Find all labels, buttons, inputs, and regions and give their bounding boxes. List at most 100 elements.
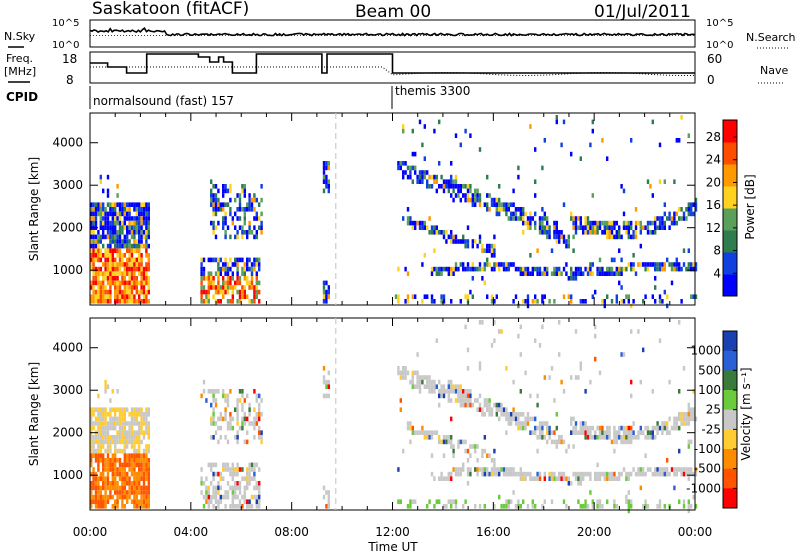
range-gate-cell	[478, 262, 482, 267]
range-gate-cell	[222, 193, 225, 198]
range-gate-cell	[476, 266, 479, 272]
range-gate-cell	[445, 179, 448, 184]
range-gate-cell	[121, 407, 124, 412]
range-gate-cell	[94, 243, 98, 249]
range-gate-cell	[322, 289, 326, 295]
range-gate-cell	[142, 220, 146, 226]
range-gate-cell	[258, 299, 261, 304]
range-gate-cell	[121, 289, 124, 295]
range-gate-cell	[90, 285, 93, 290]
range-gate-cell	[140, 407, 143, 412]
range-gate-cell	[459, 142, 462, 148]
y-tick-label: 2000	[52, 221, 83, 235]
range-gate-cell	[596, 220, 599, 226]
range-gate-cell	[258, 280, 261, 286]
range-gate-cell	[649, 230, 652, 235]
range-gate-cell	[99, 448, 102, 454]
range-gate-cell	[690, 407, 693, 412]
range-gate-cell	[140, 421, 143, 426]
range-gate-cell	[498, 407, 501, 412]
range-gate-cell	[97, 407, 100, 412]
range-gate-cell	[493, 262, 496, 267]
range-gate-cell	[620, 184, 623, 189]
range-gate-cell	[94, 481, 98, 486]
range-gate-cell	[130, 220, 134, 226]
range-gate-cell	[248, 412, 251, 417]
range-gate-cell	[102, 202, 105, 207]
range-gate-cell	[130, 285, 134, 290]
range-gate-cell	[238, 216, 242, 221]
range-gate-cell	[109, 416, 112, 422]
range-gate-cell	[142, 462, 146, 468]
range-gate-cell	[637, 435, 640, 440]
range-gate-cell	[97, 243, 100, 249]
range-gate-cell	[140, 211, 143, 217]
range-gate-cell	[478, 234, 482, 240]
range-gate-cell	[428, 174, 431, 180]
range-gate-cell	[224, 216, 227, 221]
range-gate-cell	[248, 280, 251, 286]
range-gate-cell	[109, 448, 112, 454]
range-gate-cell	[238, 289, 242, 295]
range-gate-cell	[114, 421, 117, 426]
range-gate-cell	[121, 416, 124, 422]
range-gate-cell	[450, 161, 453, 166]
range-gate-cell	[205, 276, 208, 281]
range-gate-cell	[114, 439, 117, 445]
range-gate-cell	[630, 499, 633, 504]
range-gate-cell	[577, 471, 580, 477]
range-gate-cell	[433, 430, 436, 435]
range-gate-cell	[536, 266, 539, 272]
range-gate-cell	[639, 485, 642, 491]
range-gate-cell	[560, 435, 563, 440]
range-gate-cell	[433, 389, 436, 394]
range-gate-cell	[243, 416, 246, 422]
range-gate-cell	[109, 425, 112, 431]
range-gate-cell	[238, 485, 242, 491]
range-gate-cell	[414, 225, 417, 230]
range-gate-cell	[642, 299, 645, 304]
range-gate-cell	[675, 425, 678, 431]
power-colorbar-swatch	[723, 120, 737, 143]
range-gate-cell	[634, 225, 638, 230]
range-gate-cell	[102, 407, 105, 412]
range-gate-cell	[255, 234, 258, 240]
range-gate-cell	[219, 494, 222, 500]
range-gate-cell	[639, 379, 642, 385]
range-gate-cell	[121, 230, 124, 235]
range-gate-cell	[682, 248, 686, 253]
range-gate-cell	[469, 184, 472, 189]
range-gate-cell	[423, 253, 426, 258]
range-gate-cell	[418, 389, 422, 394]
range-gate-cell	[205, 494, 208, 500]
range-gate-cell	[135, 494, 138, 500]
cpid-segment-2: themis 3300	[395, 84, 470, 98]
range-gate-cell	[260, 439, 263, 445]
range-gate-cell	[483, 467, 486, 472]
range-gate-cell	[97, 476, 100, 481]
range-gate-cell	[250, 285, 254, 290]
x-tick-label: 20:00	[577, 525, 612, 539]
noise-left-tick-bottom: 10^0	[52, 40, 79, 51]
range-gate-cell	[212, 494, 215, 500]
range-gate-cell	[646, 220, 650, 226]
range-gate-cell	[250, 476, 254, 481]
power-colorbar-tick-label: 20	[706, 175, 721, 189]
noise-right-label: N.Search	[746, 31, 796, 44]
range-gate-cell	[615, 230, 618, 235]
range-gate-cell	[109, 481, 112, 486]
range-gate-cell	[694, 471, 698, 477]
range-gate-cell	[411, 128, 414, 134]
range-gate-cell	[692, 294, 695, 299]
range-gate-cell	[454, 184, 458, 189]
range-gate-cell	[584, 421, 587, 426]
range-gate-cell	[99, 257, 102, 263]
range-gate-cell	[654, 285, 657, 290]
range-gate-cell	[126, 421, 129, 426]
range-gate-cell	[675, 421, 678, 426]
range-gate-cell	[231, 490, 234, 495]
range-gate-cell	[471, 193, 474, 198]
range-gate-cell	[202, 299, 206, 304]
range-gate-cell	[126, 294, 129, 299]
range-gate-cell	[243, 289, 246, 295]
